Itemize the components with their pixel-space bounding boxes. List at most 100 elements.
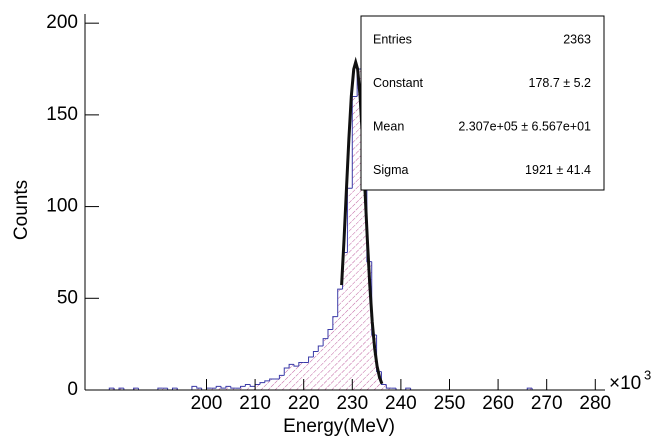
bar-outline [108,387,115,390]
bar [327,329,333,390]
bar-outline [376,334,382,373]
bar [337,289,343,390]
bar [109,388,115,390]
bar [172,388,178,390]
bar [284,367,290,390]
bar [386,388,392,390]
bar [293,366,299,390]
bar [221,388,226,390]
stats-box [360,15,605,191]
x-axis-title: Energy(MeV) [283,416,395,437]
bar-outline [405,387,411,390]
bar [298,362,304,390]
bar [318,345,324,390]
bar [371,334,377,390]
bar [245,384,251,390]
bar [332,316,338,390]
bar [216,386,222,390]
stats-label: Entries [373,32,412,46]
bar [157,388,163,390]
stats-value: 178.7 ± 5.2 [529,76,592,90]
bar [342,252,348,390]
bar [235,388,241,390]
y-tick-label: 100 [46,196,78,217]
bar-outline [230,386,236,389]
bar-outline [244,383,251,387]
bar [274,378,280,390]
bar-outline [118,387,124,390]
bar [191,386,197,390]
bar-outline [385,384,392,389]
x-multiplier-exponent: 3 [644,367,651,382]
bar [323,338,328,390]
bar [381,384,387,390]
bar [347,188,353,390]
bar-outline [240,385,246,389]
bar [196,388,202,390]
bar [211,388,217,390]
bar [230,388,236,390]
bar-outline [322,338,328,346]
stats-label: Sigma [373,163,408,177]
stats-value: 2.307e+05 ± 6.567e+01 [458,119,591,133]
x-tick-label: 260 [482,393,514,414]
bar-outline [225,385,231,389]
bar [279,375,285,390]
bar-outline [283,367,290,376]
bar-outline [312,350,319,357]
x-tick-label: 280 [579,393,611,414]
bar [391,388,397,390]
bar-outline [278,374,285,379]
bar-outline [171,387,178,390]
bar [250,386,256,390]
bar-outline [526,387,533,390]
bar-outline [196,386,202,389]
y-axis-title: Counts [11,180,32,240]
stats-label: Mean [373,119,404,133]
y-tick-label: 200 [46,12,78,33]
y-tick-label: 0 [67,379,78,400]
stats: Entries 2363 Constant 178.7 ± 5.2 Mean 2.307e… [373,32,591,177]
bar-outline [317,345,324,352]
bar-outline [327,328,333,339]
x-multiplier: ×10 [609,373,641,394]
plot-area [108,56,596,391]
stats-value: 2363 [563,32,591,46]
bar [259,382,265,390]
bar-outline [259,382,265,385]
bar-outline [269,378,275,381]
bar-outline [371,261,377,336]
y-tick-label: 150 [46,104,78,125]
x-tick-label: 210 [239,393,271,414]
bar [133,388,139,390]
bar-outline [264,380,270,383]
bar [313,351,319,390]
bar [289,364,294,390]
bar [264,380,270,390]
stats-label: Constant [373,76,424,90]
bar [527,388,533,390]
bar [362,151,367,390]
x-tick-label: 250 [434,393,466,414]
bar-outline [191,385,197,390]
bar-outline [249,384,256,387]
bar [162,388,168,390]
stats-value: 1921 ± 41.4 [525,163,591,177]
bar [366,261,372,390]
bar-outline [157,387,163,390]
bar [225,386,231,390]
bar-outline [215,385,222,389]
x-tick-label: 270 [531,393,563,414]
bar-outline [220,386,226,389]
bar [240,386,246,390]
bar-outline [332,316,338,330]
bar [303,362,309,390]
bar-outline [308,356,314,363]
bar [376,371,382,390]
bar [352,96,358,390]
bar-outline [298,361,304,367]
x-tick-label: 200 [191,393,223,414]
bar [357,69,363,391]
bar-outline [337,288,343,317]
